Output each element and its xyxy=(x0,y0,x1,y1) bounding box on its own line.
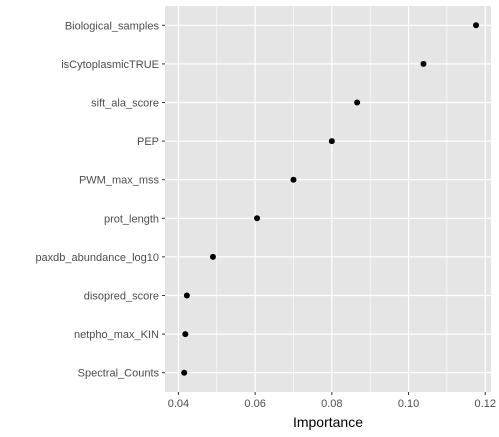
y-tick-label: Biological_samples xyxy=(65,20,160,32)
data-point xyxy=(181,369,188,376)
x-tick-label: 0.08 xyxy=(321,398,342,410)
data-point xyxy=(182,331,189,338)
x-axis-title: Importance xyxy=(293,414,363,430)
y-tick-label: PWM_max_mss xyxy=(79,175,160,187)
x-tick-label: 0.12 xyxy=(475,398,496,410)
y-tick-label: paxdb_abundance_log10 xyxy=(35,252,159,264)
data-point xyxy=(354,99,361,106)
y-tick-label: sift_ala_score xyxy=(91,98,159,110)
y-tick-label: netpho_max_KIN xyxy=(74,329,159,341)
data-point xyxy=(254,215,261,222)
x-tick-label: 0.10 xyxy=(398,398,419,410)
y-axis-ticks: Biological_samples isCytoplasmicTRUE sift_… xyxy=(35,20,165,380)
data-point xyxy=(328,138,335,145)
y-tick-label: isCytoplasmicTRUE xyxy=(61,59,159,71)
x-tick-label: 0.04 xyxy=(168,398,189,410)
data-point xyxy=(473,22,480,29)
x-axis-ticks: 0.04 0.06 0.08 0.10 0.12 xyxy=(168,392,496,410)
data-point xyxy=(209,253,216,260)
y-tick-label: PEP xyxy=(137,136,159,148)
y-tick-label: prot_length xyxy=(104,213,159,225)
x-tick-label: 0.06 xyxy=(244,398,265,410)
y-tick-label: disopred_score xyxy=(84,291,159,303)
plot-panel xyxy=(165,6,491,392)
grid-lines xyxy=(165,6,491,392)
data-point xyxy=(420,60,427,67)
data-points xyxy=(181,22,480,376)
data-point xyxy=(183,292,190,299)
data-point xyxy=(290,176,297,183)
y-tick-label: Spectral_Counts xyxy=(78,368,160,380)
